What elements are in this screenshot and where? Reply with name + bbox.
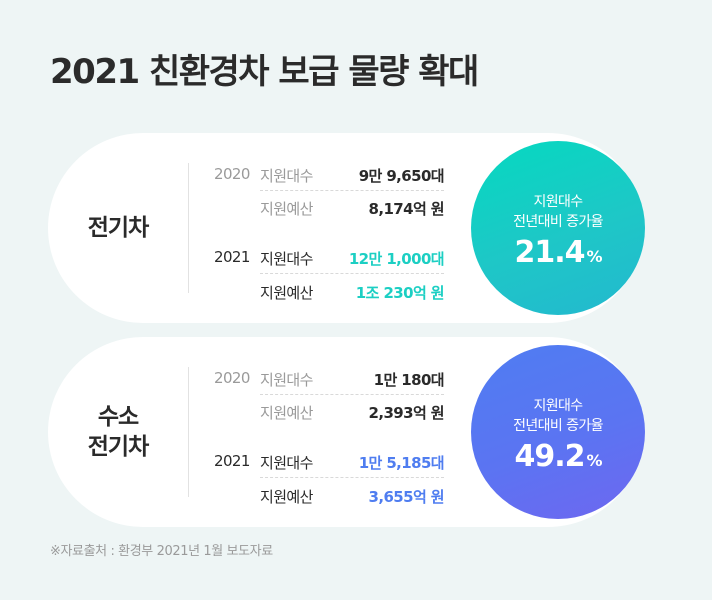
stat-label: 지원대수: [260, 167, 313, 185]
year-label: 2020: [214, 165, 250, 183]
category-label-line: 수소: [97, 404, 139, 430]
ev-card: 전기차 2020 지원대수 9만 9,650대 지원예산 8,174억 원 20…: [48, 133, 645, 323]
year-label: 2021: [214, 248, 250, 266]
year-label: 2021: [214, 452, 250, 470]
stat-value: 1조 230억 원: [355, 284, 445, 302]
growth-rate-number: 49.2: [514, 439, 585, 474]
divider: [188, 163, 189, 293]
stat-row: 지원예산 1조 230억 원: [214, 276, 445, 306]
growth-rate-circle: 지원대수 전년대비 증가율 49.2%: [471, 345, 645, 519]
stat-value: 1만 5,185대: [358, 454, 445, 472]
stat-row: 2020 지원대수 9만 9,650대: [214, 159, 445, 191]
stat-label: 지원예산: [260, 284, 313, 302]
stat-row: 지원예산 2,393억 원: [214, 396, 445, 426]
category-label-line: 전기차: [87, 215, 149, 241]
circle-label: 지원대수: [533, 194, 583, 210]
stat-label: 지원대수: [260, 250, 313, 268]
stat-label: 지원예산: [260, 488, 313, 506]
category-label-line: 전기차: [87, 434, 149, 460]
growth-rate-circle: 지원대수 전년대비 증가율 21.4%: [471, 141, 645, 315]
divider: [188, 367, 189, 497]
growth-rate-value: 49.2%: [471, 439, 645, 474]
stat-value: 8,174억 원: [368, 200, 445, 218]
stat-value: 12만 1,000대: [348, 250, 445, 268]
page-title: 2021 친환경차 보급 물량 확대: [50, 52, 479, 92]
source-note: ※자료출처 : 환경부 2021년 1월 보도자료: [50, 544, 273, 559]
category-label: 수소 전기차: [48, 337, 188, 527]
stat-label: 지원예산: [260, 404, 313, 422]
stat-label: 지원예산: [260, 200, 313, 218]
stat-value: 2,393억 원: [368, 404, 445, 422]
stat-value: 9만 9,650대: [358, 167, 445, 185]
stat-label: 지원대수: [260, 454, 313, 472]
stat-label: 지원대수: [260, 371, 313, 389]
stat-row: 2021 지원대수 12만 1,000대: [214, 242, 445, 274]
growth-rate-value: 21.4%: [471, 235, 645, 270]
growth-rate-number: 21.4: [514, 235, 585, 270]
stat-row: 지원예산 3,655억 원: [214, 480, 445, 510]
growth-rate-unit: %: [586, 451, 603, 470]
year-label: 2020: [214, 369, 250, 387]
category-label: 전기차: [48, 133, 188, 323]
stat-value: 1만 180대: [373, 371, 445, 389]
circle-sublabel: 전년대비 증가율: [513, 214, 603, 230]
stat-row: 2020 지원대수 1만 180대: [214, 363, 445, 395]
circle-label: 지원대수: [533, 398, 583, 414]
stat-row: 지원예산 8,174억 원: [214, 192, 445, 222]
circle-sublabel: 전년대비 증가율: [513, 418, 603, 434]
fcev-card: 수소 전기차 2020 지원대수 1만 180대 지원예산 2,393억 원 2…: [48, 337, 645, 527]
growth-rate-unit: %: [586, 247, 603, 266]
stat-value: 3,655억 원: [368, 488, 445, 506]
stat-row: 2021 지원대수 1만 5,185대: [214, 446, 445, 478]
